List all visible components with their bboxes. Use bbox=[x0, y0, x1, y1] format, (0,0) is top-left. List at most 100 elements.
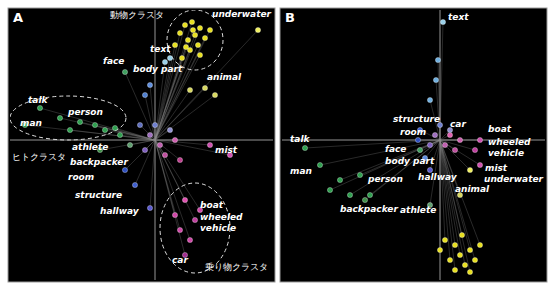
point bbox=[327, 187, 332, 192]
point bbox=[435, 57, 440, 62]
point bbox=[177, 157, 182, 162]
point bbox=[137, 122, 142, 127]
edge bbox=[150, 85, 155, 140]
point bbox=[459, 232, 464, 237]
point bbox=[183, 44, 188, 49]
point-label: structure bbox=[75, 190, 122, 200]
edge bbox=[145, 95, 155, 140]
point bbox=[440, 19, 445, 24]
panel: Aunderwatertextfacebody partanimaltalkma… bbox=[8, 8, 275, 282]
panel-title: B bbox=[285, 10, 295, 25]
point-label: mist bbox=[215, 145, 238, 155]
point bbox=[185, 37, 190, 42]
point bbox=[427, 142, 432, 147]
point-label: body part bbox=[385, 156, 435, 166]
point bbox=[207, 142, 212, 147]
point-label: athlete bbox=[72, 142, 108, 152]
point bbox=[302, 145, 307, 150]
point bbox=[127, 142, 132, 147]
point bbox=[57, 115, 62, 120]
point-label: body part bbox=[133, 64, 183, 74]
point bbox=[187, 87, 192, 92]
cluster-label: 動物クラスタ bbox=[110, 10, 164, 20]
point bbox=[452, 242, 457, 247]
cluster-ellipse bbox=[167, 10, 223, 70]
point bbox=[195, 42, 200, 47]
cluster-label: ヒトクラスタ bbox=[12, 152, 66, 162]
point-label: structure bbox=[393, 114, 440, 124]
edge bbox=[155, 40, 188, 140]
point-label: face bbox=[385, 144, 406, 154]
point bbox=[190, 27, 195, 32]
point bbox=[197, 25, 202, 30]
point bbox=[172, 42, 177, 47]
edge bbox=[155, 47, 186, 140]
point-label: underwater bbox=[212, 9, 272, 19]
point-label: animal bbox=[207, 72, 242, 82]
point bbox=[457, 137, 462, 142]
point bbox=[162, 152, 167, 157]
point bbox=[452, 267, 457, 272]
edge bbox=[150, 140, 155, 208]
edge bbox=[440, 140, 470, 272]
point bbox=[477, 242, 482, 247]
point bbox=[37, 105, 42, 110]
point bbox=[362, 197, 367, 202]
marks bbox=[10, 10, 261, 273]
cluster-label: 乗り物クラスタ bbox=[205, 262, 268, 272]
background bbox=[0, 0, 555, 290]
point bbox=[182, 197, 187, 202]
point bbox=[427, 97, 432, 102]
point bbox=[167, 55, 172, 60]
point-label: backpacker bbox=[70, 157, 128, 167]
point bbox=[177, 30, 182, 35]
point bbox=[417, 147, 422, 152]
edge bbox=[155, 140, 185, 255]
point-label: text bbox=[448, 12, 469, 22]
point bbox=[189, 19, 194, 24]
point-label: backpacker bbox=[340, 204, 398, 214]
point bbox=[442, 142, 447, 147]
point-label: face bbox=[103, 56, 124, 66]
point-label: wheeledvehicle bbox=[200, 212, 243, 233]
plot-frame bbox=[8, 8, 275, 282]
point bbox=[182, 22, 187, 27]
point-label: talk bbox=[290, 134, 310, 144]
edge bbox=[125, 72, 155, 140]
point bbox=[77, 119, 82, 124]
point bbox=[347, 192, 352, 197]
edge bbox=[320, 140, 440, 165]
edge bbox=[155, 140, 195, 220]
point bbox=[212, 92, 217, 97]
edge bbox=[40, 108, 155, 140]
edge bbox=[155, 140, 180, 230]
figure: Aunderwatertextfacebody partanimaltalkma… bbox=[0, 0, 555, 290]
point bbox=[477, 162, 482, 167]
point bbox=[452, 147, 457, 152]
panel-title: A bbox=[13, 10, 23, 25]
point bbox=[442, 237, 447, 242]
labels: Btextcarboatwheeledvehiclemistunderwater… bbox=[285, 10, 544, 215]
point bbox=[477, 137, 482, 142]
point-label: talk bbox=[28, 95, 48, 105]
point bbox=[433, 77, 438, 82]
point bbox=[447, 257, 452, 262]
point bbox=[192, 32, 197, 37]
point bbox=[117, 132, 122, 137]
edge bbox=[330, 140, 440, 190]
cluster-ellipse bbox=[10, 96, 126, 140]
point-label: hallway bbox=[418, 172, 458, 182]
point bbox=[467, 269, 472, 274]
point-label: text bbox=[150, 44, 171, 54]
point bbox=[202, 35, 207, 40]
point bbox=[472, 147, 477, 152]
point bbox=[415, 137, 420, 142]
point-label: boat bbox=[488, 124, 512, 134]
point bbox=[187, 237, 192, 242]
panel: Btextcarboatwheeledvehiclemistunderwater… bbox=[280, 8, 547, 282]
edge bbox=[155, 140, 175, 141]
point bbox=[472, 257, 477, 262]
point bbox=[192, 217, 197, 222]
edge bbox=[360, 140, 440, 175]
point bbox=[357, 172, 362, 177]
